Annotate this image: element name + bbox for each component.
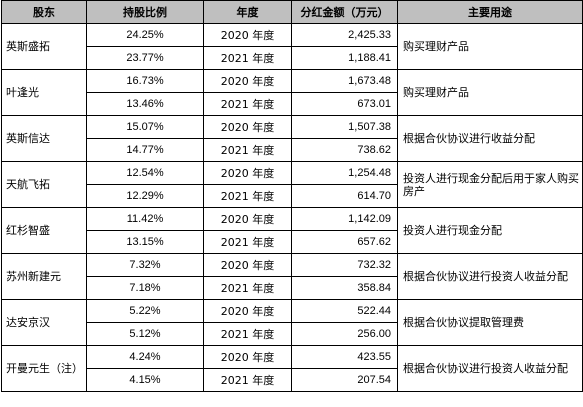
year-cell: 2021 年度: [203, 138, 292, 162]
holder-name: 叶逢光: [1, 69, 87, 116]
holder-name: 苏州新建元: [1, 253, 87, 300]
year-cell: 2021 年度: [203, 46, 292, 70]
table-header-row: 股东 持股比例 年度 分红金额（万元） 主要用途: [1, 0, 583, 24]
table-row: 红杉智盛 11.42% 2020 年度 1,142.09 投资人进行现金分配: [1, 207, 583, 254]
amount-cell: 522.44: [291, 299, 398, 323]
header-year: 年度: [203, 0, 292, 24]
ratio-cell: 16.73%: [86, 69, 204, 93]
year-cell: 2021 年度: [203, 92, 292, 116]
ratio-cell: 15.07%: [86, 115, 204, 139]
amount-cell: 256.00: [291, 322, 398, 346]
ratio-cell: 14.77%: [86, 138, 204, 162]
holder-name: 开曼元生（注）: [1, 345, 87, 392]
purpose-cell: 根据合伙协议进行投资人收益分配: [397, 253, 583, 300]
amount-cell: 738.62: [291, 138, 398, 162]
amount-cell: 614.70: [291, 184, 398, 208]
header-amount: 分红金额（万元）: [291, 0, 398, 24]
header-holder: 股东: [1, 0, 87, 24]
purpose-cell: 根据合伙协议进行收益分配: [397, 115, 583, 162]
amount-cell: 732.32: [291, 253, 398, 277]
purpose-cell: 购买理财产品: [397, 69, 583, 116]
purpose-cell: 购买理财产品: [397, 23, 583, 70]
table-row: 5.12% 2021 年度 256.00: [2, 322, 583, 346]
amount-cell: 673.01: [291, 92, 398, 116]
ratio-cell: 13.46%: [86, 92, 204, 116]
ratio-cell: 4.15%: [86, 368, 204, 392]
ratio-cell: 11.42%: [86, 207, 204, 231]
amount-cell: 657.62: [291, 230, 398, 254]
year-cell: 2020 年度: [203, 345, 292, 369]
amount-cell: 1,142.09: [291, 207, 398, 231]
amount-cell: 2,425.33: [291, 23, 398, 47]
holder-name: 英斯信达: [1, 115, 87, 162]
table-row: 7.18% 2021 年度 358.84: [2, 276, 583, 300]
holder-name: 天航飞拓: [1, 161, 87, 208]
year-cell: 2020 年度: [203, 253, 292, 277]
table-row: 13.15% 2021 年度 657.62: [2, 230, 583, 254]
table-row: 13.46% 2021 年度 673.01: [2, 92, 583, 116]
table-row: 英斯盛拓 24.25% 2020 年度 2,425.33 购买理财产品: [1, 23, 583, 70]
year-cell: 2020 年度: [203, 115, 292, 139]
table-row: 12.29% 2021 年度 614.70: [2, 184, 583, 208]
ratio-cell: 24.25%: [86, 23, 204, 47]
ratio-cell: 4.24%: [86, 345, 204, 369]
table-row: 苏州新建元 7.32% 2020 年度 732.32 根据合伙协议进行投资人收益…: [1, 253, 583, 300]
purpose-cell: 投资人进行现金分配后用于家人购买房产: [397, 161, 583, 208]
table-row: 23.77% 2021 年度 1,188.41: [2, 46, 583, 70]
table-row: 叶逢光 16.73% 2020 年度 1,673.48 购买理财产品: [1, 69, 583, 116]
table-row: 天航飞拓 12.54% 2020 年度 1,254.48 投资人进行现金分配后用…: [1, 161, 583, 208]
holder-name: 红杉智盛: [1, 207, 87, 254]
amount-cell: 358.84: [291, 276, 398, 300]
year-cell: 2021 年度: [203, 184, 292, 208]
table-row: 4.15% 2021 年度 207.54: [2, 368, 583, 392]
table-row: 14.77% 2021 年度 738.62: [2, 138, 583, 162]
year-cell: 2021 年度: [203, 276, 292, 300]
amount-cell: 1,254.48: [291, 161, 398, 185]
year-cell: 2020 年度: [203, 207, 292, 231]
purpose-cell: 投资人进行现金分配: [397, 207, 583, 254]
holder-name: 英斯盛拓: [1, 23, 87, 70]
ratio-cell: 7.32%: [86, 253, 204, 277]
purpose-cell: 根据合伙协议进行投资人收益分配: [397, 345, 583, 392]
amount-cell: 1,188.41: [291, 46, 398, 70]
year-cell: 2020 年度: [203, 161, 292, 185]
header-purpose: 主要用途: [397, 0, 583, 24]
year-cell: 2020 年度: [203, 299, 292, 323]
amount-cell: 1,507.38: [291, 115, 398, 139]
amount-cell: 207.54: [291, 368, 398, 392]
year-cell: 2021 年度: [203, 368, 292, 392]
ratio-cell: 7.18%: [86, 276, 204, 300]
ratio-cell: 13.15%: [86, 230, 204, 254]
ratio-cell: 5.12%: [86, 322, 204, 346]
purpose-cell: 根据合伙协议提取管理费: [397, 299, 583, 346]
amount-cell: 1,673.48: [291, 69, 398, 93]
amount-cell: 423.55: [291, 345, 398, 369]
year-cell: 2021 年度: [203, 322, 292, 346]
ratio-cell: 12.54%: [86, 161, 204, 185]
holder-name: 达安京汉: [1, 299, 87, 346]
year-cell: 2020 年度: [203, 69, 292, 93]
dividend-table: 股东 持股比例 年度 分红金额（万元） 主要用途 英斯盛拓 24.25% 202…: [1, 0, 583, 392]
ratio-cell: 5.22%: [86, 299, 204, 323]
ratio-cell: 12.29%: [86, 184, 204, 208]
table-row: 英斯信达 15.07% 2020 年度 1,507.38 根据合伙协议进行收益分…: [1, 115, 583, 162]
table-row: 达安京汉 5.22% 2020 年度 522.44 根据合伙协议提取管理费: [1, 299, 583, 346]
ratio-cell: 23.77%: [86, 46, 204, 70]
year-cell: 2020 年度: [203, 23, 292, 47]
table-row: 开曼元生（注） 4.24% 2020 年度 423.55 根据合伙协议进行投资人…: [1, 345, 583, 392]
year-cell: 2021 年度: [203, 230, 292, 254]
header-ratio: 持股比例: [86, 0, 204, 24]
